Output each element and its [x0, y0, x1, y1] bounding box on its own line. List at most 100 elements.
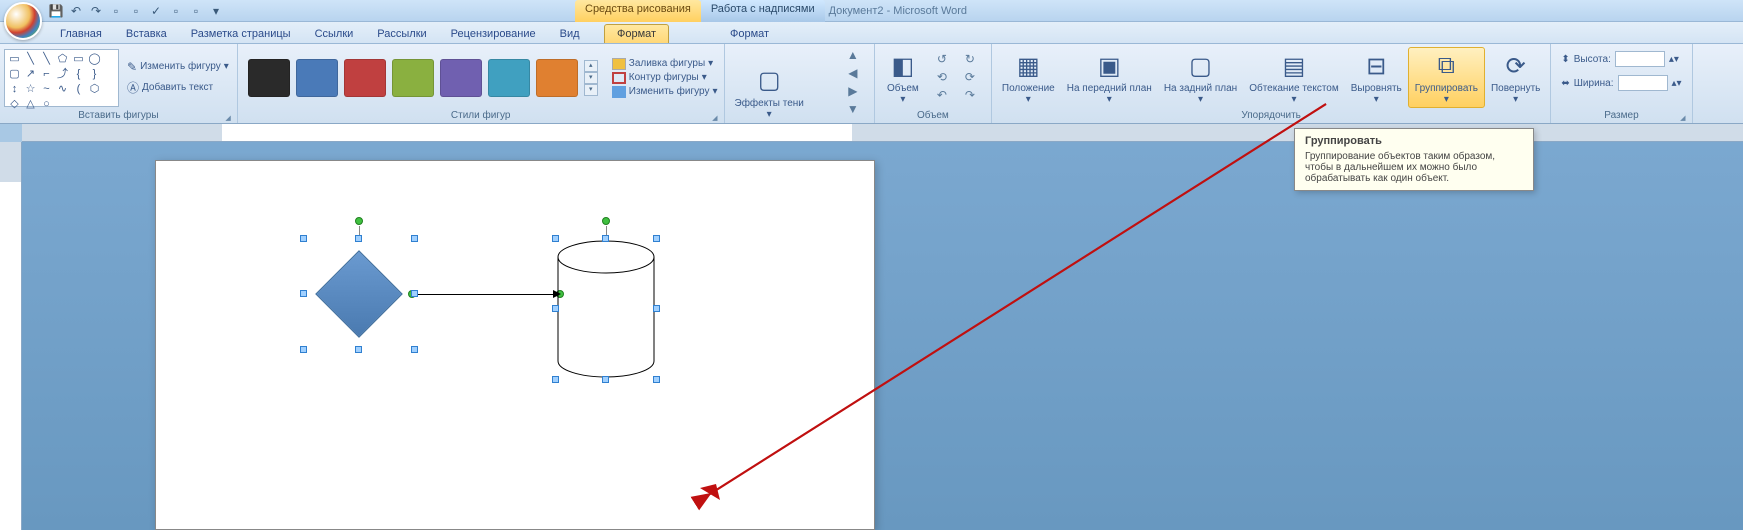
document-page[interactable]	[155, 160, 875, 530]
resize-handle[interactable]	[653, 235, 660, 242]
resize-handle[interactable]	[602, 376, 609, 383]
volume-tilt-grid[interactable]: ↺↻ ⟲⟳ ↶↷	[927, 50, 987, 106]
document-title: Документ2 - Microsoft Word	[829, 5, 967, 17]
width-label: Ширина:	[1574, 78, 1614, 89]
shape-outline-button[interactable]: Контур фигуры ▾	[610, 71, 720, 85]
resize-handle[interactable]	[602, 235, 609, 242]
resize-handle[interactable]	[552, 235, 559, 242]
fill-icon	[612, 58, 626, 70]
style-swatch[interactable]	[248, 59, 290, 97]
position-icon: ▦	[1012, 50, 1044, 82]
office-button[interactable]	[4, 2, 42, 40]
tab-insert[interactable]: Вставка	[114, 25, 179, 43]
group-volume: ◧ Объем▾ ↺↻ ⟲⟳ ↶↷ Объем	[875, 44, 992, 123]
height-label: Высота:	[1574, 54, 1611, 65]
diamond-shape-selection[interactable]	[304, 239, 414, 349]
outline-icon	[612, 72, 626, 84]
diamond-shape[interactable]	[315, 250, 403, 338]
shadow-effects-button[interactable]: ▢ Эффекты тени▾	[729, 63, 810, 122]
connector-arrow[interactable]	[412, 294, 560, 295]
style-swatch[interactable]	[536, 59, 578, 97]
resize-handle[interactable]	[300, 346, 307, 353]
resize-handle[interactable]	[552, 376, 559, 383]
height-input[interactable]	[1615, 51, 1665, 67]
shadow-icon: ▢	[753, 65, 785, 97]
rotate-handle[interactable]	[602, 217, 610, 225]
qat-icon[interactable]: ▫	[188, 3, 204, 19]
cube-icon: ◧	[887, 50, 919, 82]
qat-dropdown-icon[interactable]: ▾	[208, 3, 224, 19]
shape-fill-button[interactable]: Заливка фигуры ▾	[610, 57, 720, 71]
send-back-button[interactable]: ▢На задний план▾	[1158, 48, 1243, 107]
titlebar: 💾 ↶ ↷ ▫ ▫ ✓ ▫ ▫ ▾ Средства рисования Раб…	[0, 0, 1743, 22]
resize-handle[interactable]	[653, 305, 660, 312]
volume-button[interactable]: ◧ Объем▾	[879, 48, 927, 107]
bring-front-button[interactable]: ▣На передний план▾	[1061, 48, 1158, 107]
tooltip-title: Группировать	[1305, 135, 1523, 147]
width-input[interactable]	[1618, 75, 1668, 91]
tab-review[interactable]: Рецензирование	[439, 25, 548, 43]
spellcheck-icon[interactable]: ✓	[148, 3, 164, 19]
group-label: Объем	[879, 109, 987, 123]
edit-shape-button[interactable]: ✎Изменить фигуру ▾	[123, 58, 233, 76]
rotate-handle[interactable]	[355, 217, 363, 225]
tooltip-body: Группирование объектов таким образом, чт…	[1305, 151, 1523, 184]
save-icon[interactable]: 💾	[48, 3, 64, 19]
cylinder-shape-selection[interactable]	[556, 239, 656, 379]
group-label: Стили фигур	[242, 109, 720, 123]
qat-icon[interactable]: ▫	[108, 3, 124, 19]
resize-handle[interactable]	[355, 346, 362, 353]
style-swatch[interactable]	[296, 59, 338, 97]
group-label: Упорядочить	[996, 109, 1546, 123]
contextual-tab-drawing: Средства рисования	[575, 0, 701, 22]
tab-references[interactable]: Ссылки	[303, 25, 366, 43]
tab-format-drawing[interactable]: Формат	[604, 24, 669, 43]
resize-handle[interactable]	[300, 290, 307, 297]
shape-styles-gallery[interactable]: ▴▾▾	[242, 59, 604, 97]
width-icon: ⬌	[1561, 78, 1569, 89]
style-swatch[interactable]	[488, 59, 530, 97]
resize-handle[interactable]	[411, 290, 418, 297]
text-wrap-button[interactable]: ▤Обтекание текстом▾	[1243, 48, 1345, 107]
ruler-vertical[interactable]	[0, 142, 22, 530]
style-swatch[interactable]	[392, 59, 434, 97]
rotate-button[interactable]: ⟳Повернуть▾	[1485, 48, 1546, 107]
resize-handle[interactable]	[300, 235, 307, 242]
height-icon: ⬍	[1561, 54, 1569, 65]
add-text-button[interactable]: ⒶДобавить текст	[123, 77, 233, 98]
tab-mailings[interactable]: Рассылки	[365, 25, 438, 43]
resize-handle[interactable]	[411, 346, 418, 353]
align-button[interactable]: ⊟Выровнять▾	[1345, 48, 1408, 107]
group-insert-shapes: ▭╲╲⬠▭◯▢ ↗⌐⤴{}↕☆ ~∿(⬡◇△○ ✎Изменить фигуру…	[0, 44, 238, 123]
resize-handle[interactable]	[552, 305, 559, 312]
qat-icon[interactable]: ▫	[168, 3, 184, 19]
position-button[interactable]: ▦Положение▾	[996, 48, 1061, 107]
change-shape-icon	[612, 86, 626, 98]
align-icon: ⊟	[1360, 50, 1392, 82]
shapes-gallery[interactable]: ▭╲╲⬠▭◯▢ ↗⌐⤴{}↕☆ ~∿(⬡◇△○	[4, 49, 119, 107]
tab-layout[interactable]: Разметка страницы	[179, 25, 303, 43]
style-swatch[interactable]	[344, 59, 386, 97]
ribbon-tabs: Главная Вставка Разметка страницы Ссылки…	[0, 22, 1743, 44]
resize-handle[interactable]	[653, 376, 660, 383]
rotate-icon: ⟳	[1500, 50, 1532, 82]
tab-home[interactable]: Главная	[48, 25, 114, 43]
quick-access-toolbar: 💾 ↶ ↷ ▫ ▫ ✓ ▫ ▫ ▾	[48, 3, 224, 19]
redo-icon[interactable]: ↷	[88, 3, 104, 19]
tab-view[interactable]: Вид	[548, 25, 592, 43]
group-button[interactable]: ⧉Группировать▾	[1408, 47, 1485, 108]
qat-icon[interactable]: ▫	[128, 3, 144, 19]
contextual-tab-text: Работа с надписями	[701, 0, 825, 22]
group-shadow: ▢ Эффекты тени▾ ▲ ◀▶ ▼ Эффекты тени	[725, 44, 875, 123]
front-icon: ▣	[1093, 50, 1125, 82]
gallery-scroll[interactable]: ▴▾▾	[584, 60, 598, 96]
document-area	[0, 142, 1743, 530]
change-shape-button[interactable]: Изменить фигуру ▾	[610, 85, 720, 99]
cylinder-shape[interactable]	[556, 239, 656, 379]
wrap-icon: ▤	[1278, 50, 1310, 82]
style-swatch[interactable]	[440, 59, 482, 97]
resize-handle[interactable]	[411, 235, 418, 242]
undo-icon[interactable]: ↶	[68, 3, 84, 19]
resize-handle[interactable]	[355, 235, 362, 242]
tab-format-text[interactable]: Формат	[718, 25, 781, 43]
